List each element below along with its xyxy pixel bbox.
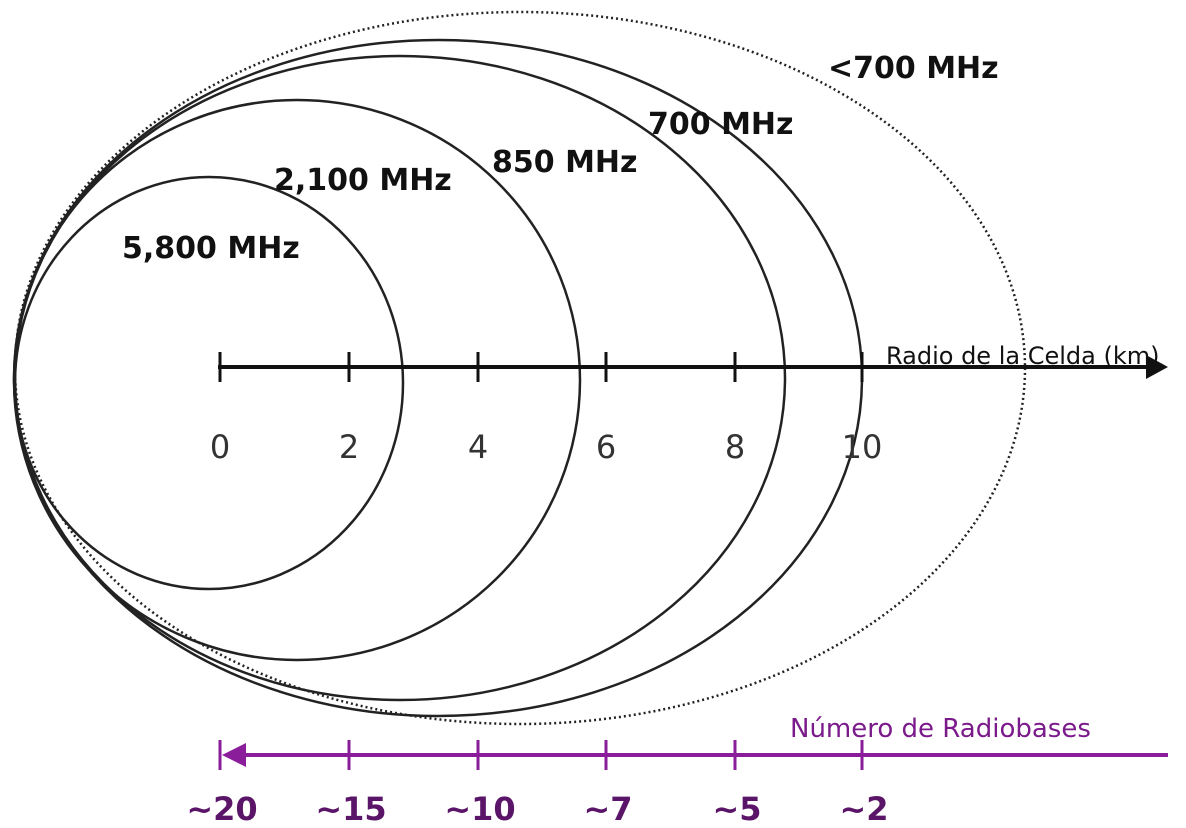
tick-label: ~5 [712, 790, 761, 828]
ticks: 0 2 4 6 8 10 ~20 ~15 ~10 ~7 ~5 ~2 [186, 352, 889, 828]
tick-label: ~15 [315, 790, 386, 828]
tick-label: 2 [339, 428, 359, 466]
frequency-label: <700 MHz [828, 51, 999, 86]
tick-label: 6 [596, 428, 616, 466]
tick-label: ~10 [444, 790, 515, 828]
frequency-label: 5,800 MHz [122, 231, 300, 266]
coverage-ellipse [13, 175, 405, 591]
radius-axis: Radio de la Celda (km) [218, 342, 1168, 379]
frequency-label: 700 MHz [648, 107, 794, 142]
axis-title: Radio de la Celda (km) [886, 342, 1159, 370]
frequency-label: 850 MHz [492, 145, 638, 180]
tick-label: ~20 [186, 790, 257, 828]
arrowhead [1146, 355, 1168, 379]
arrowhead [222, 743, 246, 767]
tick-label: 4 [468, 428, 488, 466]
axis-title: Número de Radiobases [790, 714, 1091, 744]
tick-label: 8 [725, 428, 745, 466]
tick-label: ~2 [839, 790, 888, 828]
tick-label: 0 [210, 428, 230, 466]
radiobases-axis: Número de Radiobases [222, 714, 1168, 767]
tick-label: ~7 [583, 790, 632, 828]
tick-label: 10 [842, 428, 883, 466]
frequency-label: 2,100 MHz [274, 163, 452, 198]
